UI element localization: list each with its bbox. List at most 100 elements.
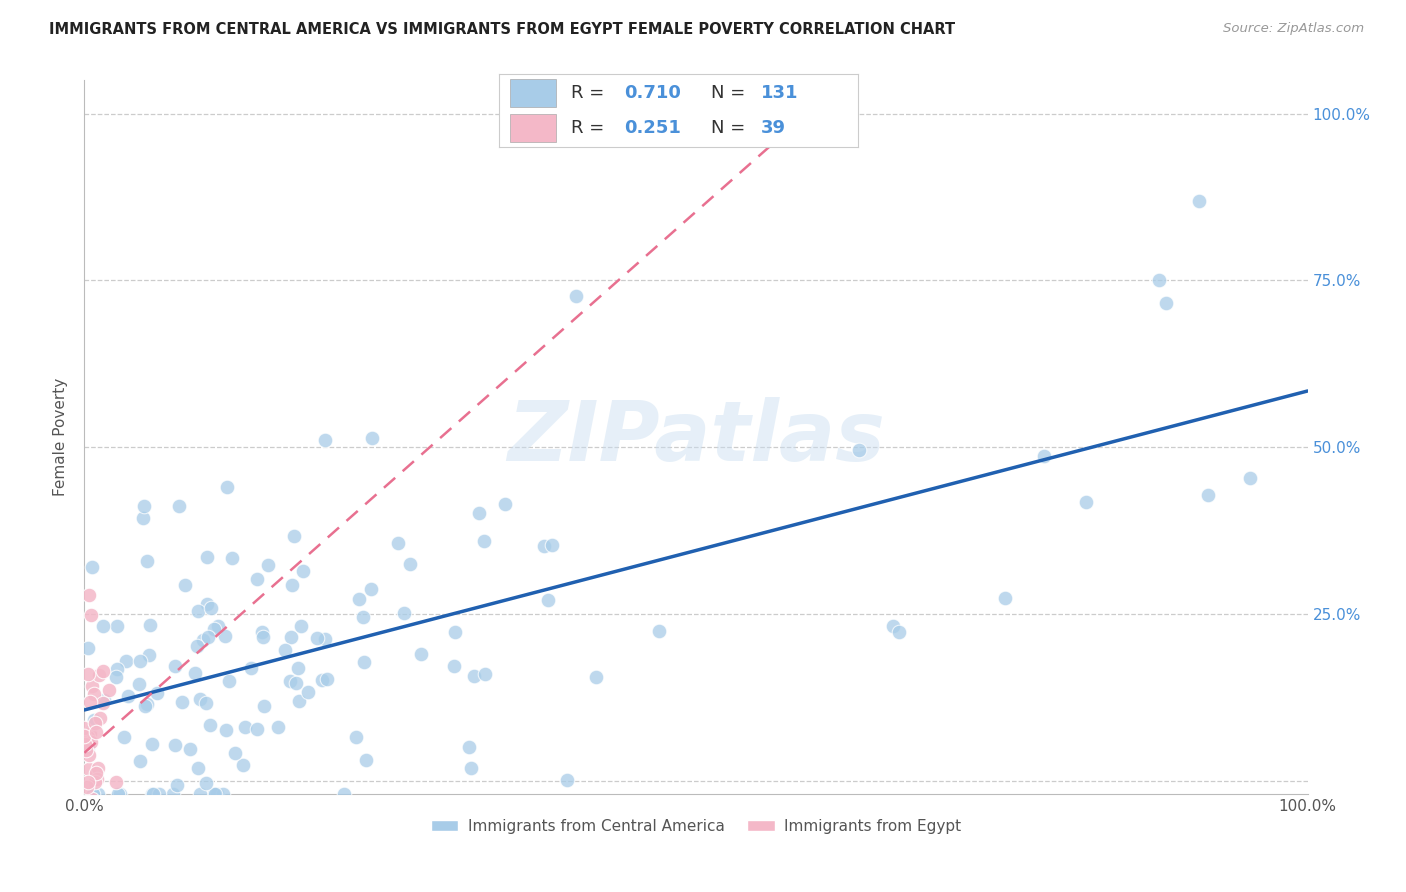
Point [354, 753, 377, 767]
Point [212, 787, 235, 801]
Point [76, 775, 98, 789]
Point [80, 679, 103, 693]
Point [474, 667, 496, 681]
Point [179, 742, 201, 756]
Point [195, 696, 218, 710]
Point [224, 747, 246, 761]
Point [290, 619, 312, 633]
Point [79, 735, 101, 749]
Point [297, 685, 319, 699]
Point [76, 806, 98, 821]
Point [283, 528, 305, 542]
Point [197, 549, 219, 564]
Point [353, 656, 375, 670]
Point [555, 772, 578, 787]
Point [163, 659, 186, 673]
Point [86, 772, 108, 787]
Point [214, 630, 236, 644]
Point [1154, 296, 1177, 310]
Point [315, 672, 337, 686]
Point [107, 787, 129, 801]
Point [84, 775, 107, 789]
Point [443, 625, 465, 640]
Point [115, 654, 138, 668]
Point [585, 670, 607, 684]
Point [76, 667, 98, 681]
Point [460, 761, 482, 775]
Point [86, 787, 108, 801]
Point [311, 673, 333, 687]
Text: N =: N = [710, 120, 751, 137]
Point [347, 592, 370, 607]
Text: 131: 131 [761, 84, 799, 102]
Point [215, 723, 238, 738]
Point [256, 558, 278, 572]
Point [994, 591, 1017, 606]
Point [540, 538, 562, 552]
Point [79, 725, 101, 739]
Point [457, 740, 479, 755]
Point [252, 630, 274, 644]
Text: R =: R = [571, 84, 610, 102]
Point [100, 806, 122, 821]
Point [344, 730, 367, 744]
Point [239, 661, 262, 675]
Point [97, 683, 120, 698]
Point [77, 588, 100, 602]
Point [183, 665, 205, 680]
Point [352, 609, 374, 624]
Text: R =: R = [571, 120, 610, 137]
Point [537, 593, 560, 607]
Point [76, 780, 98, 794]
Point [132, 499, 155, 513]
Point [139, 617, 162, 632]
Point [79, 727, 101, 741]
Point [166, 778, 188, 792]
Point [463, 668, 485, 682]
Point [187, 604, 209, 618]
Point [287, 694, 309, 708]
Point [250, 624, 273, 639]
Point [73, 721, 96, 735]
Point [142, 787, 165, 801]
Point [132, 510, 155, 524]
Y-axis label: Female Poverty: Female Poverty [53, 378, 69, 496]
Point [280, 630, 302, 644]
Point [77, 641, 100, 656]
Point [1033, 449, 1056, 463]
Point [267, 720, 290, 734]
Text: 39: 39 [761, 120, 786, 137]
Point [217, 480, 239, 494]
Point [305, 631, 328, 645]
Point [274, 642, 297, 657]
Point [112, 730, 135, 744]
Point [191, 632, 214, 647]
Point [246, 722, 269, 736]
Point [129, 754, 152, 768]
Point [889, 624, 911, 639]
Point [77, 806, 100, 821]
Point [136, 554, 159, 568]
Point [76, 730, 98, 744]
Text: IMMIGRANTS FROM CENTRAL AMERICA VS IMMIGRANTS FROM EGYPT FEMALE POVERTY CORRELAT: IMMIGRANTS FROM CENTRAL AMERICA VS IMMIG… [49, 22, 955, 37]
Point [218, 673, 240, 688]
Point [76, 728, 98, 742]
Point [648, 624, 671, 639]
Point [86, 725, 108, 739]
Point [202, 787, 225, 801]
Point [84, 716, 107, 731]
Point [387, 535, 409, 549]
Point [128, 654, 150, 668]
Point [172, 696, 194, 710]
FancyBboxPatch shape [510, 79, 557, 107]
Point [399, 557, 422, 571]
Point [77, 806, 100, 821]
Point [443, 659, 465, 673]
Point [232, 758, 254, 772]
Point [146, 686, 169, 700]
Point [79, 747, 101, 762]
Point [80, 608, 103, 623]
Point [105, 775, 128, 789]
Point [134, 699, 156, 714]
Point [75, 743, 97, 757]
